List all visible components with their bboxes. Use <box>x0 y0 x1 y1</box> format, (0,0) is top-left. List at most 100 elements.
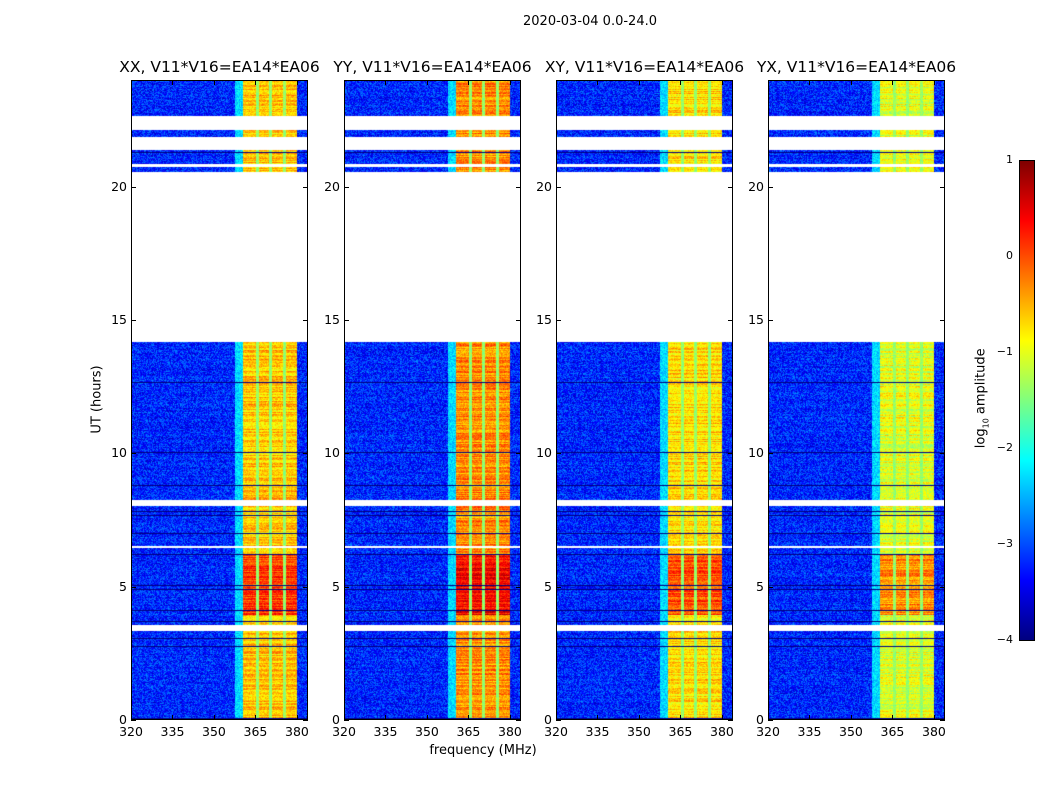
y-tick-label: 20 <box>536 178 552 194</box>
x-tick-label: 380 <box>922 724 946 739</box>
y-tick-mark <box>556 186 561 188</box>
y-tick-mark <box>768 186 773 188</box>
x-tick-label: 320 <box>756 724 780 739</box>
x-tick-mark <box>850 715 852 720</box>
y-tick-mark <box>131 453 136 455</box>
x-tick-mark <box>809 715 811 720</box>
y-tick-label: 5 <box>544 578 552 594</box>
y-tick-mark <box>516 320 521 321</box>
y-tick-mark <box>728 320 733 321</box>
y-tick-mark <box>556 720 561 721</box>
y-tick-label: 15 <box>748 312 764 327</box>
y-tick-mark <box>303 720 308 721</box>
x-tick-mark <box>556 715 557 720</box>
colorbar-tick-label: −4 <box>996 633 1013 646</box>
y-tick-label: 0 <box>332 712 340 727</box>
panel-title: XY, V11*V16=EA14*EA06 <box>544 58 745 76</box>
x-tick-label: 350 <box>627 724 651 739</box>
y-tick-mark <box>940 586 945 588</box>
y-tick-mark <box>344 586 349 588</box>
x-tick-mark <box>172 80 174 85</box>
x-tick-label: 380 <box>498 724 522 739</box>
panel-title: YY, V11*V16=EA14*EA06 <box>333 58 532 76</box>
colorbar-tick-label: −1 <box>996 345 1013 358</box>
y-tick-mark <box>516 720 521 721</box>
spectrogram-image <box>345 81 520 719</box>
y-tick-mark <box>344 453 349 455</box>
y-tick-mark <box>556 320 561 321</box>
colorbar-label-rest: amplitude <box>973 348 989 419</box>
x-tick-mark <box>385 715 387 720</box>
y-tick-mark <box>303 453 308 455</box>
y-tick-label: 10 <box>748 445 764 461</box>
x-tick-mark <box>680 80 682 85</box>
y-tick-mark <box>303 586 308 588</box>
x-tick-mark <box>597 715 599 720</box>
y-tick-mark <box>131 186 136 188</box>
y-tick-label: 5 <box>332 578 340 594</box>
colorbar-label-main: log <box>973 428 989 449</box>
spectrogram-panel <box>344 80 521 720</box>
x-tick-mark <box>426 715 428 720</box>
x-tick-label: 365 <box>880 724 905 739</box>
x-tick-mark <box>850 80 852 85</box>
panel-title: XX, V11*V16=EA14*EA06 <box>119 58 320 76</box>
spectrogram-panel <box>768 80 945 720</box>
colorbar-label-sub: 10 <box>981 418 991 429</box>
x-tick-mark <box>296 715 298 720</box>
y-tick-mark <box>516 586 521 588</box>
x-tick-mark <box>255 80 257 85</box>
colorbar-tick-label: 1 <box>1006 153 1013 166</box>
y-tick-mark <box>728 586 733 588</box>
x-tick-mark <box>556 80 557 85</box>
x-tick-mark <box>768 715 769 720</box>
y-tick-label: 15 <box>536 312 552 327</box>
x-tick-mark <box>638 80 640 85</box>
x-axis-label: frequency (MHz) <box>429 743 537 758</box>
x-tick-mark <box>638 715 640 720</box>
colorbar-tick-label: −3 <box>996 537 1013 550</box>
y-tick-label: 10 <box>111 445 127 461</box>
y-tick-mark <box>303 320 308 321</box>
y-tick-mark <box>728 186 733 188</box>
x-tick-mark <box>172 715 174 720</box>
x-tick-label: 365 <box>456 724 481 739</box>
colorbar-tick-label: 0 <box>1006 249 1013 262</box>
figure-title: 2020-03-04 0.0-24.0 <box>523 14 657 29</box>
y-axis-label: UT (hours) <box>89 365 105 434</box>
x-tick-mark <box>344 80 345 85</box>
colorbar-label: log10 amplitude <box>974 338 991 458</box>
x-tick-mark <box>468 715 470 720</box>
colorbar-tick-label: −2 <box>996 441 1013 454</box>
y-tick-mark <box>768 453 773 455</box>
panel-title: YX, V11*V16=EA14*EA06 <box>756 58 957 76</box>
x-tick-label: 380 <box>710 724 734 739</box>
y-tick-mark <box>344 320 349 321</box>
y-tick-label: 15 <box>111 312 127 327</box>
y-tick-mark <box>728 720 733 721</box>
x-tick-mark <box>809 80 811 85</box>
x-tick-mark <box>213 80 215 85</box>
y-tick-label: 10 <box>324 445 340 461</box>
x-tick-mark <box>509 715 511 720</box>
y-tick-mark <box>768 320 773 321</box>
y-tick-mark <box>940 720 945 721</box>
y-tick-mark <box>556 453 561 455</box>
x-tick-mark <box>296 80 298 85</box>
x-tick-label: 320 <box>119 724 143 739</box>
x-tick-label: 380 <box>285 724 309 739</box>
x-tick-mark <box>131 715 132 720</box>
x-tick-mark <box>468 80 470 85</box>
x-tick-label: 335 <box>160 724 185 739</box>
x-tick-mark <box>892 80 894 85</box>
spectrogram-image <box>132 81 307 719</box>
y-tick-mark <box>303 186 308 188</box>
colorbar <box>1019 160 1035 641</box>
y-tick-mark <box>344 720 349 721</box>
spectrogram-panel <box>131 80 308 720</box>
y-tick-mark <box>940 320 945 321</box>
y-tick-mark <box>940 453 945 455</box>
x-tick-mark <box>255 715 257 720</box>
y-tick-label: 0 <box>544 712 552 727</box>
x-tick-mark <box>892 715 894 720</box>
